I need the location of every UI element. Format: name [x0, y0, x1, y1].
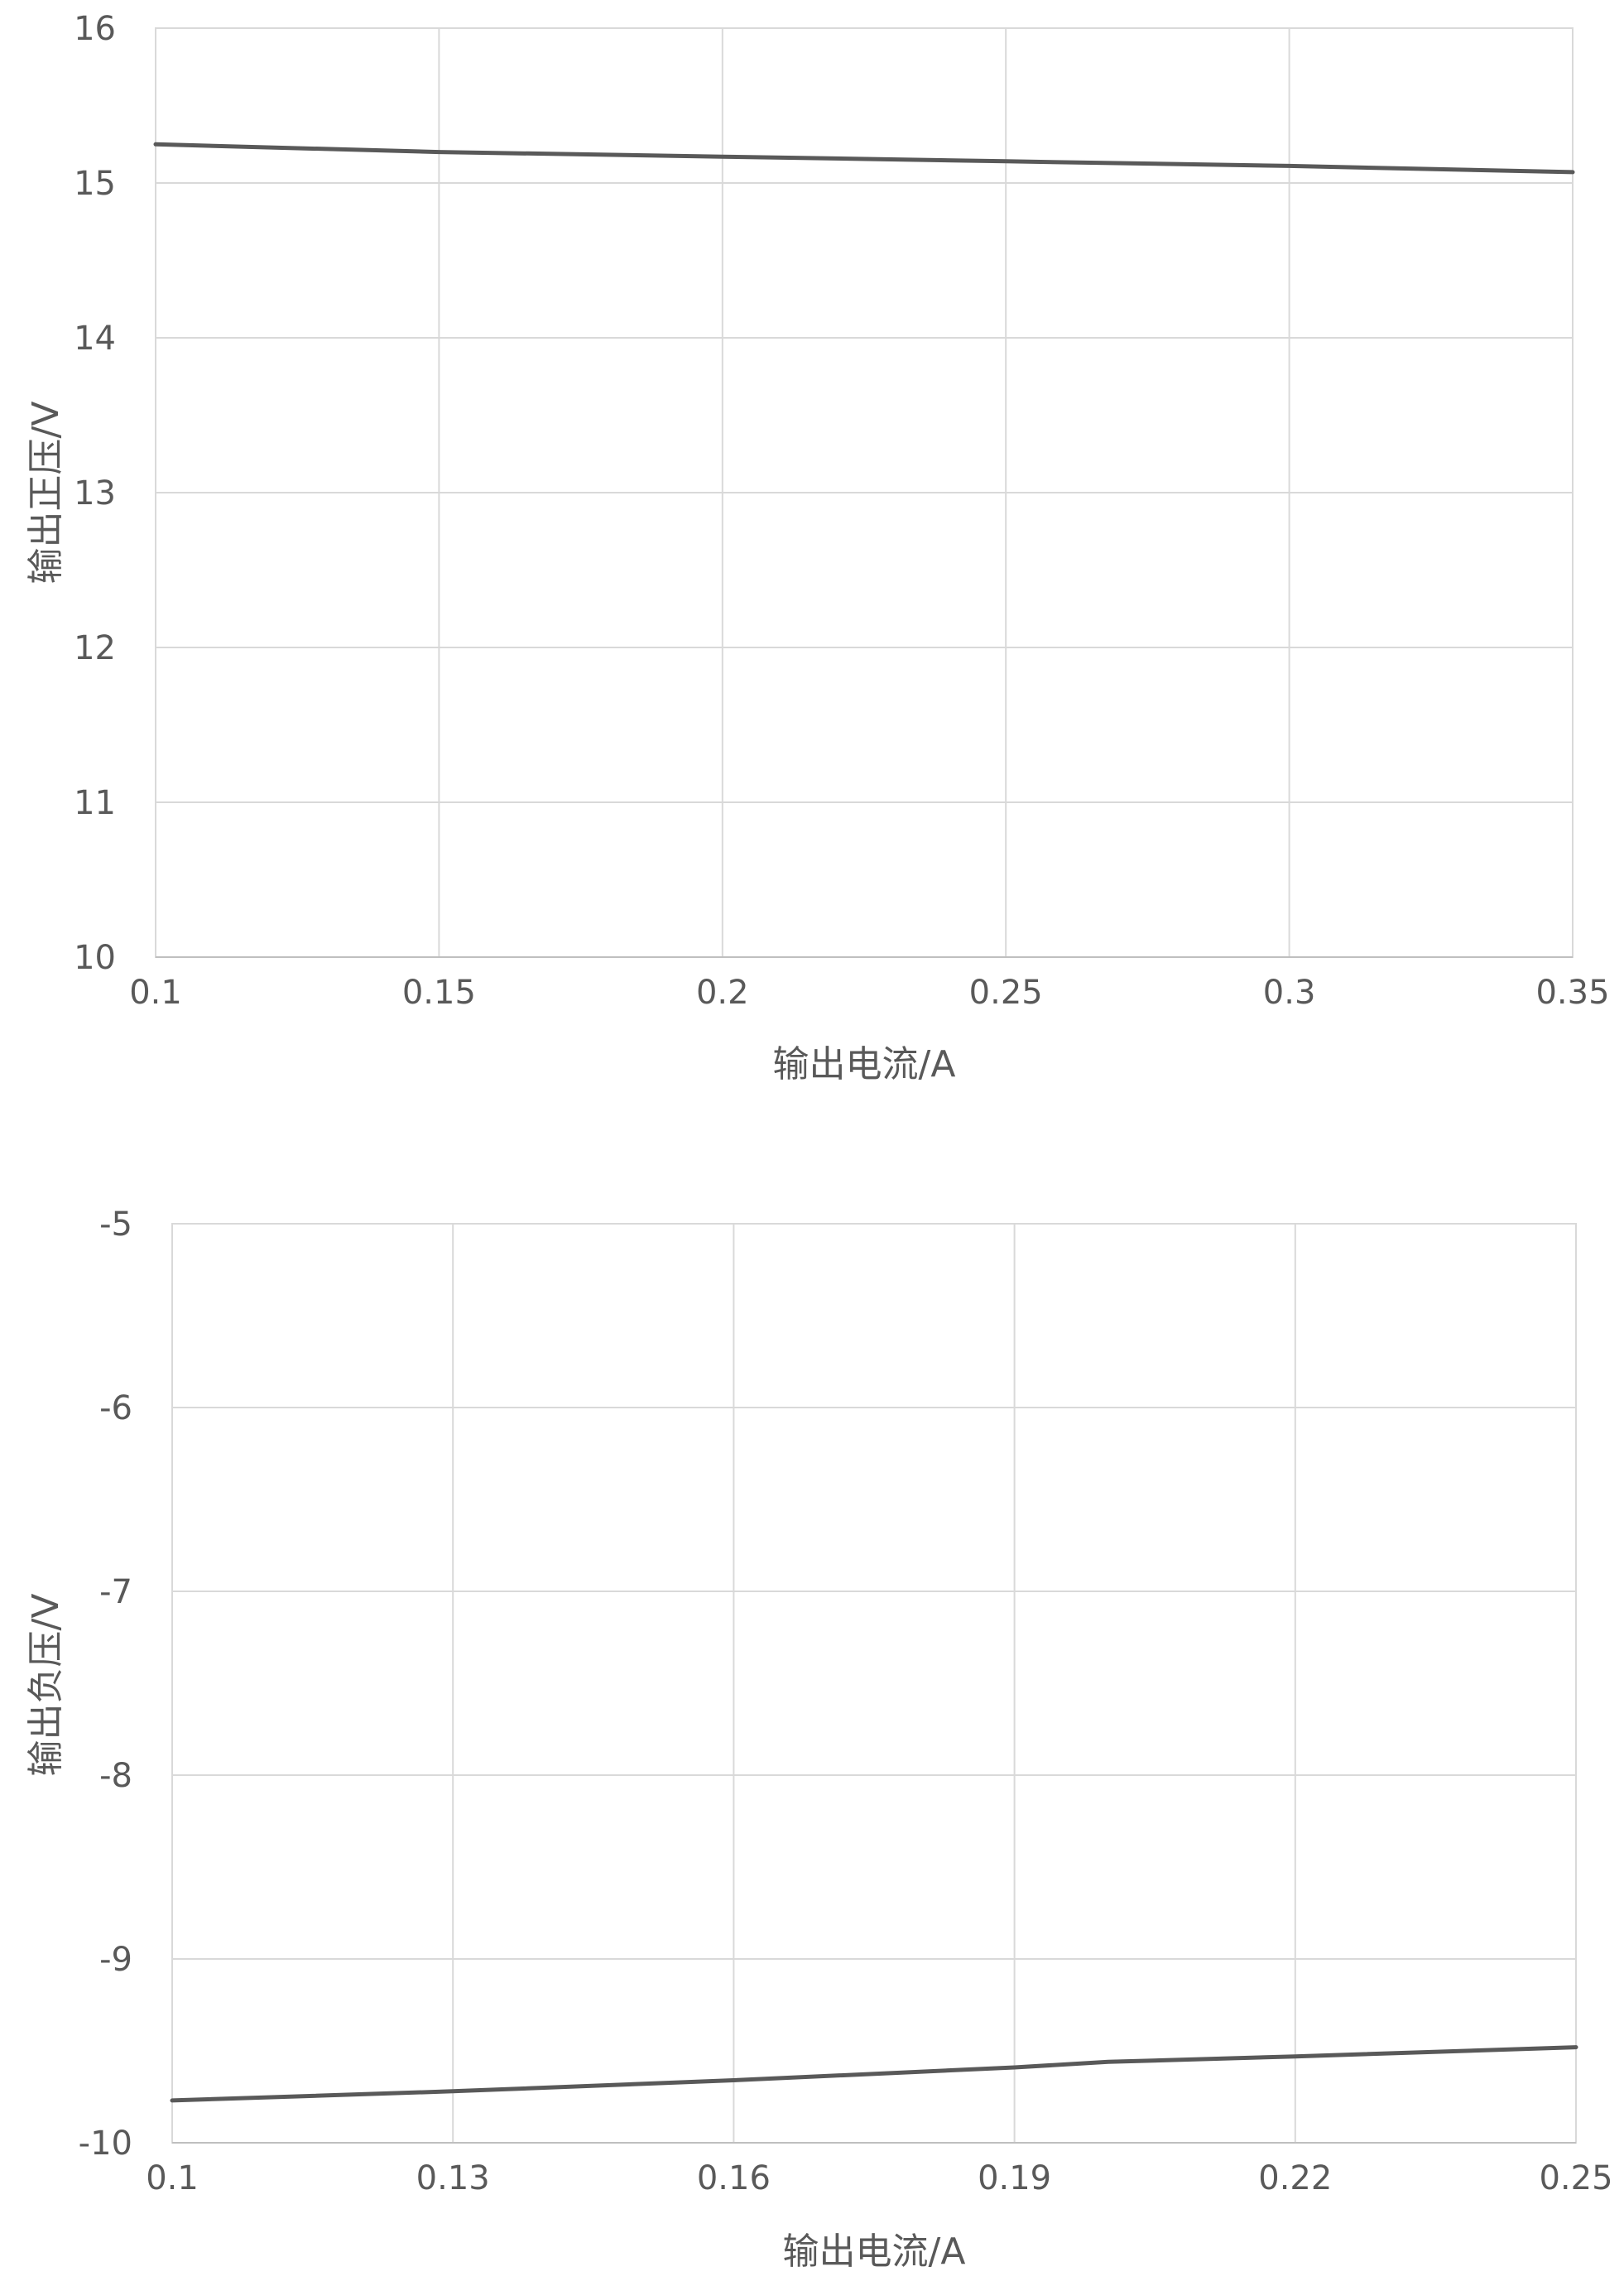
- x-tick-label: 0.1: [146, 2159, 199, 2197]
- x-tick-label: 0.22: [1258, 2159, 1332, 2197]
- plot-area: [171, 1223, 1577, 2144]
- y-tick-label: -10: [79, 2125, 132, 2163]
- x-tick-label: 0.15: [402, 974, 476, 1012]
- y-tick-label: -6: [99, 1389, 132, 1427]
- y-tick-label: 16: [74, 10, 116, 48]
- x-tick-label: 0.16: [697, 2159, 771, 2197]
- y-tick-label: -8: [99, 1757, 132, 1795]
- x-axis-title: 输出电流/A: [773, 1043, 956, 1085]
- y-tick-label: -7: [99, 1573, 132, 1611]
- y-tick-label: 12: [74, 629, 116, 667]
- y-tick-label: 15: [74, 165, 116, 203]
- y-tick-label: 13: [74, 474, 116, 513]
- x-tick-label: 0.1: [129, 974, 182, 1012]
- y-tick-label: -9: [99, 1941, 132, 1979]
- x-tick-label: 0.2: [696, 974, 749, 1012]
- x-tick-label: 0.35: [1535, 974, 1609, 1012]
- x-tick-label: 0.13: [416, 2159, 490, 2197]
- chart-negative-voltage: -10 -9 -8 -7 -6 -5 0.1 0.13 0.16 0.19 0.22 0.25 输出电流…: [25, 1206, 1613, 2273]
- series-line: [170, 2045, 1578, 2103]
- y-tick-label: 10: [74, 939, 116, 977]
- y-axis-title: 输出正压/V: [25, 402, 67, 585]
- x-tick-label: 0.25: [969, 974, 1043, 1012]
- x-tick-label: 0.3: [1263, 974, 1316, 1012]
- y-axis-title: 输出负压/V: [25, 1594, 67, 1777]
- chart-positive-voltage: 10 11 12 13 14 15 16 0.1 0.15 0.2 0.25 0.3 0.35 输出电流/…: [25, 10, 1610, 1085]
- x-tick-label: 0.25: [1539, 2159, 1612, 2197]
- y-tick-label: 11: [74, 784, 116, 822]
- series-line: [153, 142, 1575, 175]
- x-axis-title: 输出电流/A: [783, 2231, 966, 2273]
- y-tick-label: 14: [74, 320, 116, 358]
- y-tick-label: -5: [99, 1206, 132, 1244]
- x-tick-label: 0.19: [978, 2159, 1051, 2197]
